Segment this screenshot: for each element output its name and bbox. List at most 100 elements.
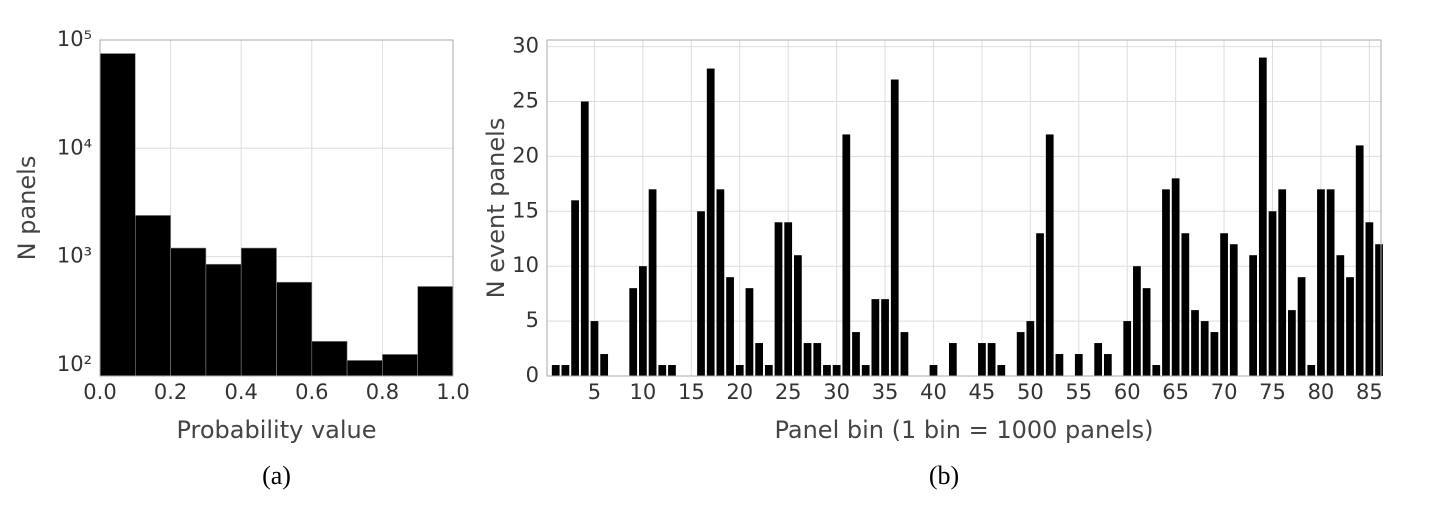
- bar: [1375, 244, 1383, 376]
- bar: [997, 365, 1006, 376]
- bar: [668, 365, 676, 376]
- x-tick-label: 15: [678, 380, 705, 404]
- bar: [639, 266, 647, 376]
- bar: [1220, 233, 1228, 376]
- bar: [1249, 255, 1258, 376]
- bar: [987, 343, 996, 376]
- panel: 0 5 10 15 20 25 30 5 10 15 20 25 30 35 40 45 50 55 60 65 70 7…: [482, 34, 1383, 490]
- bar: [861, 365, 870, 376]
- bar: [1326, 189, 1335, 376]
- bar: [890, 79, 899, 376]
- bar: [276, 281, 313, 377]
- bar: [311, 341, 348, 377]
- bar: [1210, 332, 1219, 376]
- x-axis-label: Panel bin (1 bin = 1000 panels): [774, 416, 1153, 444]
- bar: [871, 299, 880, 376]
- bar: [580, 101, 589, 376]
- bar: [99, 53, 136, 377]
- bar: [1036, 233, 1044, 376]
- bar: [1229, 244, 1238, 376]
- bar: [1123, 321, 1132, 376]
- x-tick-label: 0.4: [224, 380, 257, 404]
- plot-frame: [546, 39, 1382, 377]
- bar: [1278, 189, 1287, 376]
- y-axis-label: N event panels: [482, 118, 510, 299]
- bar: [551, 365, 560, 376]
- y-tick-label: 10²: [57, 352, 92, 376]
- bar: [1355, 145, 1364, 376]
- y-tick-label: 10⁵: [57, 27, 92, 51]
- panel: 10² 10³ 10⁴ 10⁵ 0.0 0.2 0.4 0.6 0.8 1.0 Probabilit…: [13, 27, 470, 490]
- bar: [1162, 189, 1170, 376]
- bar: [823, 365, 831, 376]
- bar: [881, 299, 889, 376]
- bar: [135, 215, 171, 377]
- bar: [658, 365, 667, 376]
- y-tick-label: 10: [512, 253, 539, 277]
- bar: [1055, 354, 1064, 376]
- bar: [948, 343, 957, 376]
- bar: [978, 343, 986, 376]
- bar: [561, 365, 570, 376]
- bar: [1307, 365, 1316, 376]
- bar: [1094, 343, 1103, 376]
- plot-frame: [99, 39, 454, 377]
- y-tick-label: 25: [512, 88, 539, 112]
- bar: [648, 189, 657, 376]
- bar: [794, 255, 802, 376]
- x-tick-label: 10: [630, 380, 657, 404]
- panel-caption: (a): [262, 461, 291, 490]
- x-tick-label: 80: [1308, 380, 1335, 404]
- bar: [600, 354, 609, 376]
- bar: [1288, 310, 1296, 376]
- x-tick-label: 0.8: [366, 380, 399, 404]
- x-tick-label: 75: [1259, 380, 1286, 404]
- bar: [716, 189, 725, 376]
- bar: [832, 365, 841, 376]
- y-axis-label: N panels: [13, 156, 41, 261]
- bar: [735, 365, 744, 376]
- x-tick-label: 45: [969, 380, 996, 404]
- bar: [706, 68, 715, 377]
- x-tick-label: 70: [1211, 380, 1238, 404]
- x-tick-label: 40: [920, 380, 947, 404]
- x-tick-label: 25: [775, 380, 802, 404]
- panel-caption: (b): [929, 461, 959, 490]
- bar: [755, 343, 764, 376]
- y-tick-label: 15: [512, 198, 539, 222]
- bar: [1016, 332, 1025, 376]
- plot-area: [547, 40, 1381, 376]
- bar: [1268, 211, 1277, 376]
- y-tick-label: 20: [512, 143, 539, 167]
- bar: [1074, 354, 1083, 376]
- bar: [697, 211, 705, 376]
- x-tick-label: 65: [1162, 380, 1189, 404]
- bar: [1336, 255, 1345, 376]
- y-tick-label: 10⁴: [57, 135, 92, 159]
- y-tick-label: 10³: [57, 244, 92, 268]
- x-tick-label: 1.0: [436, 380, 469, 404]
- x-tick-label: 0.0: [83, 380, 116, 404]
- x-tick-label: 5: [588, 380, 601, 404]
- bar: [629, 288, 638, 376]
- bar: [1152, 365, 1161, 376]
- bar: [346, 360, 383, 377]
- bar: [774, 222, 783, 376]
- bar: [1191, 310, 1199, 376]
- bar: [852, 332, 860, 376]
- bar: [1171, 178, 1180, 376]
- bar: [900, 332, 909, 376]
- bar: [929, 365, 938, 376]
- x-tick-label: 0.6: [295, 380, 328, 404]
- bar: [240, 247, 277, 377]
- y-tick-label: 30: [512, 34, 539, 58]
- y-tick-label: 0: [526, 363, 539, 387]
- bar: [170, 247, 207, 377]
- x-tick-label: 35: [872, 380, 899, 404]
- bar: [842, 134, 851, 376]
- bar: [745, 288, 754, 376]
- x-tick-label: 60: [1114, 380, 1141, 404]
- bar: [1258, 57, 1267, 376]
- bar: [1200, 321, 1209, 376]
